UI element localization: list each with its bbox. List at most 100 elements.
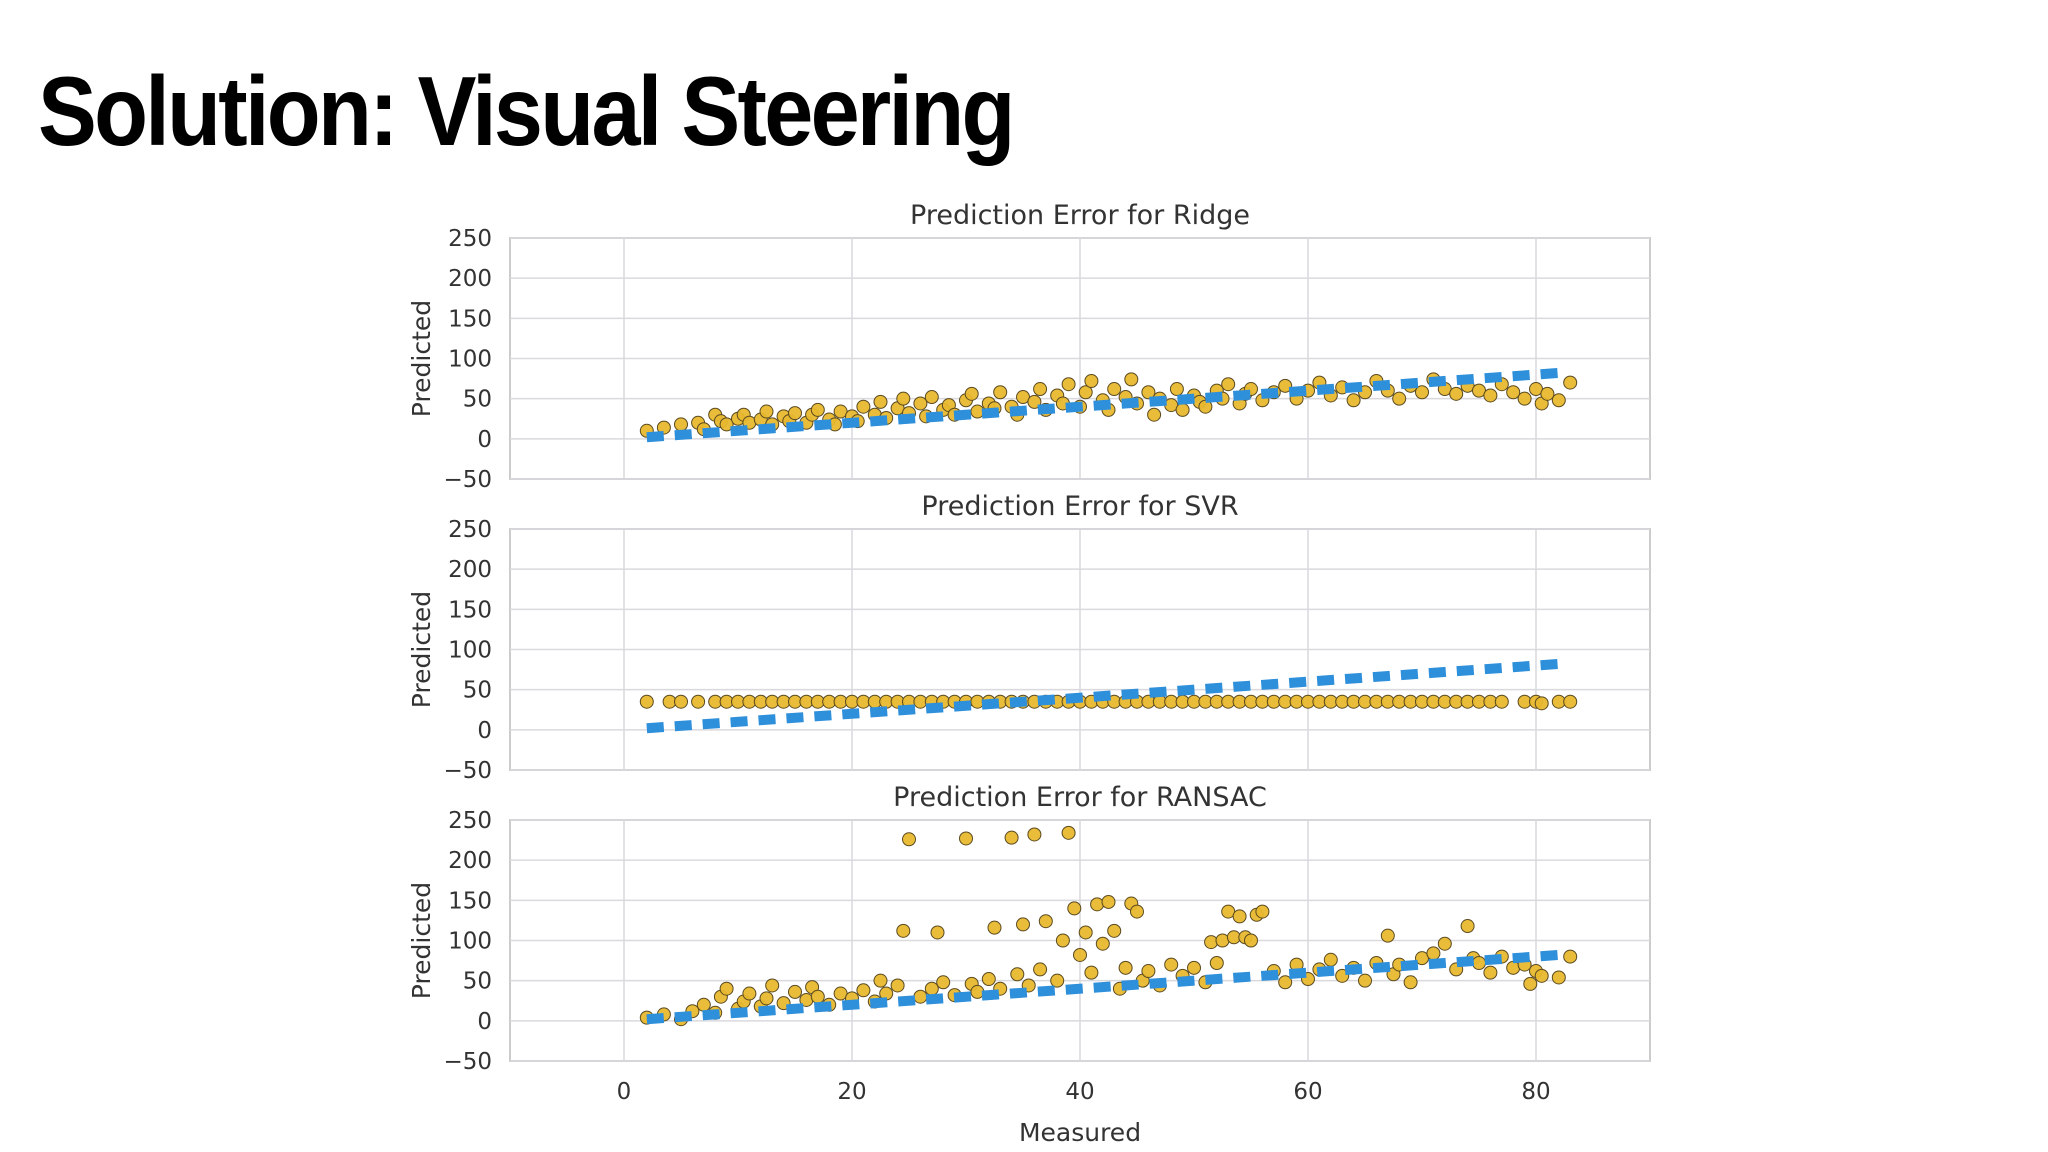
- data-point: [890, 978, 905, 993]
- data-point: [1483, 388, 1498, 403]
- data-point: [1278, 378, 1293, 393]
- data-point: [788, 984, 802, 999]
- data-point: [1187, 960, 1201, 975]
- identity-line: [646, 658, 1560, 734]
- y-axis-label: Predicted: [407, 882, 436, 999]
- data-point: [719, 981, 734, 996]
- panel-title: Prediction Error for Ridge: [910, 200, 1250, 231]
- data-point: [1403, 975, 1418, 990]
- data-point: [1010, 967, 1025, 982]
- y-tick-label: 100: [448, 638, 492, 664]
- x-tick-label: 0: [617, 1079, 632, 1105]
- data-point: [656, 420, 671, 435]
- y-axis-label: Predicted: [407, 300, 436, 417]
- data-point: [1204, 935, 1219, 950]
- data-point: [856, 983, 871, 998]
- y-tick-label: 0: [477, 427, 492, 453]
- data-point: [1209, 955, 1224, 970]
- y-tick-label: 200: [448, 557, 492, 583]
- data-point: [639, 694, 654, 709]
- x-axis-label: Measured: [1019, 1118, 1141, 1147]
- data-point: [896, 391, 911, 406]
- data-point: [1346, 393, 1361, 408]
- data-point: [1124, 372, 1139, 387]
- data-point: [1278, 975, 1293, 990]
- data-point: [742, 986, 757, 1001]
- data-point: [674, 694, 688, 709]
- x-tick-label: 20: [837, 1079, 866, 1105]
- y-tick-label: 50: [463, 387, 492, 413]
- data-point: [987, 920, 1002, 935]
- y-tick-label: 250: [448, 226, 492, 252]
- data-point: [924, 981, 939, 996]
- data-point: [1449, 386, 1464, 401]
- data-point: [1067, 901, 1082, 916]
- data-point: [1244, 933, 1258, 948]
- data-point: [696, 997, 711, 1012]
- y-tick-label: 250: [448, 808, 492, 834]
- data-point: [924, 390, 939, 405]
- y-tick-label: −50: [443, 1049, 492, 1075]
- data-point: [1494, 694, 1509, 709]
- data-point: [913, 396, 928, 411]
- data-point: [1033, 962, 1048, 977]
- data-point: [1101, 894, 1116, 909]
- data-point: [674, 417, 688, 432]
- data-point: [1517, 391, 1532, 406]
- data-point: [1523, 976, 1538, 991]
- data-point: [1534, 696, 1549, 711]
- data-point: [1078, 925, 1093, 940]
- data-point: [1460, 919, 1475, 934]
- data-point: [856, 399, 871, 414]
- data-point: [1472, 955, 1486, 970]
- data-point: [1130, 904, 1144, 919]
- y-tick-label: 0: [477, 718, 492, 744]
- data-point: [1033, 382, 1048, 397]
- data-point: [1392, 391, 1407, 406]
- data-point: [1147, 407, 1162, 422]
- data-point: [1061, 377, 1076, 392]
- data-point: [691, 694, 706, 709]
- slide-title: Solution: Visual Steering: [38, 56, 1015, 166]
- data-point: [1027, 827, 1042, 842]
- data-point: [1164, 957, 1179, 972]
- y-axis-label: Predicted: [407, 591, 436, 708]
- data-point: [1050, 973, 1065, 988]
- data-point: [1563, 375, 1578, 390]
- data-point: [1563, 694, 1578, 709]
- y-tick-label: 50: [463, 678, 492, 704]
- data-point: [1084, 373, 1099, 388]
- data-point: [1415, 385, 1429, 400]
- data-point: [1078, 385, 1093, 400]
- x-tick-label: 80: [1521, 1079, 1550, 1105]
- identity-line: [646, 949, 1560, 1025]
- y-tick-label: 100: [448, 347, 492, 373]
- data-point: [1506, 385, 1521, 400]
- data-point: [765, 978, 780, 993]
- data-point: [1232, 909, 1247, 924]
- x-tick-label: 60: [1293, 1079, 1322, 1105]
- data-point: [1483, 965, 1498, 980]
- data-point: [1358, 973, 1372, 988]
- y-tick-label: 150: [448, 306, 492, 332]
- y-tick-label: 0: [477, 1009, 492, 1035]
- data-point: [1437, 936, 1452, 951]
- data-point: [1323, 952, 1338, 967]
- data-point: [1141, 964, 1156, 979]
- data-point: [1016, 917, 1030, 932]
- data-point: [896, 923, 911, 938]
- data-point: [981, 972, 996, 987]
- y-tick-label: 200: [448, 848, 492, 874]
- data-point: [1551, 393, 1566, 408]
- data-point: [1534, 968, 1549, 983]
- data-point: [1095, 936, 1110, 951]
- data-point: [913, 989, 928, 1004]
- data-point: [1169, 382, 1184, 397]
- data-point: [1141, 385, 1156, 400]
- data-point: [1073, 947, 1087, 962]
- data-point: [1551, 970, 1566, 985]
- data-point: [959, 831, 973, 846]
- x-tick-label: 40: [1065, 1079, 1094, 1105]
- y-tick-label: 200: [448, 266, 492, 292]
